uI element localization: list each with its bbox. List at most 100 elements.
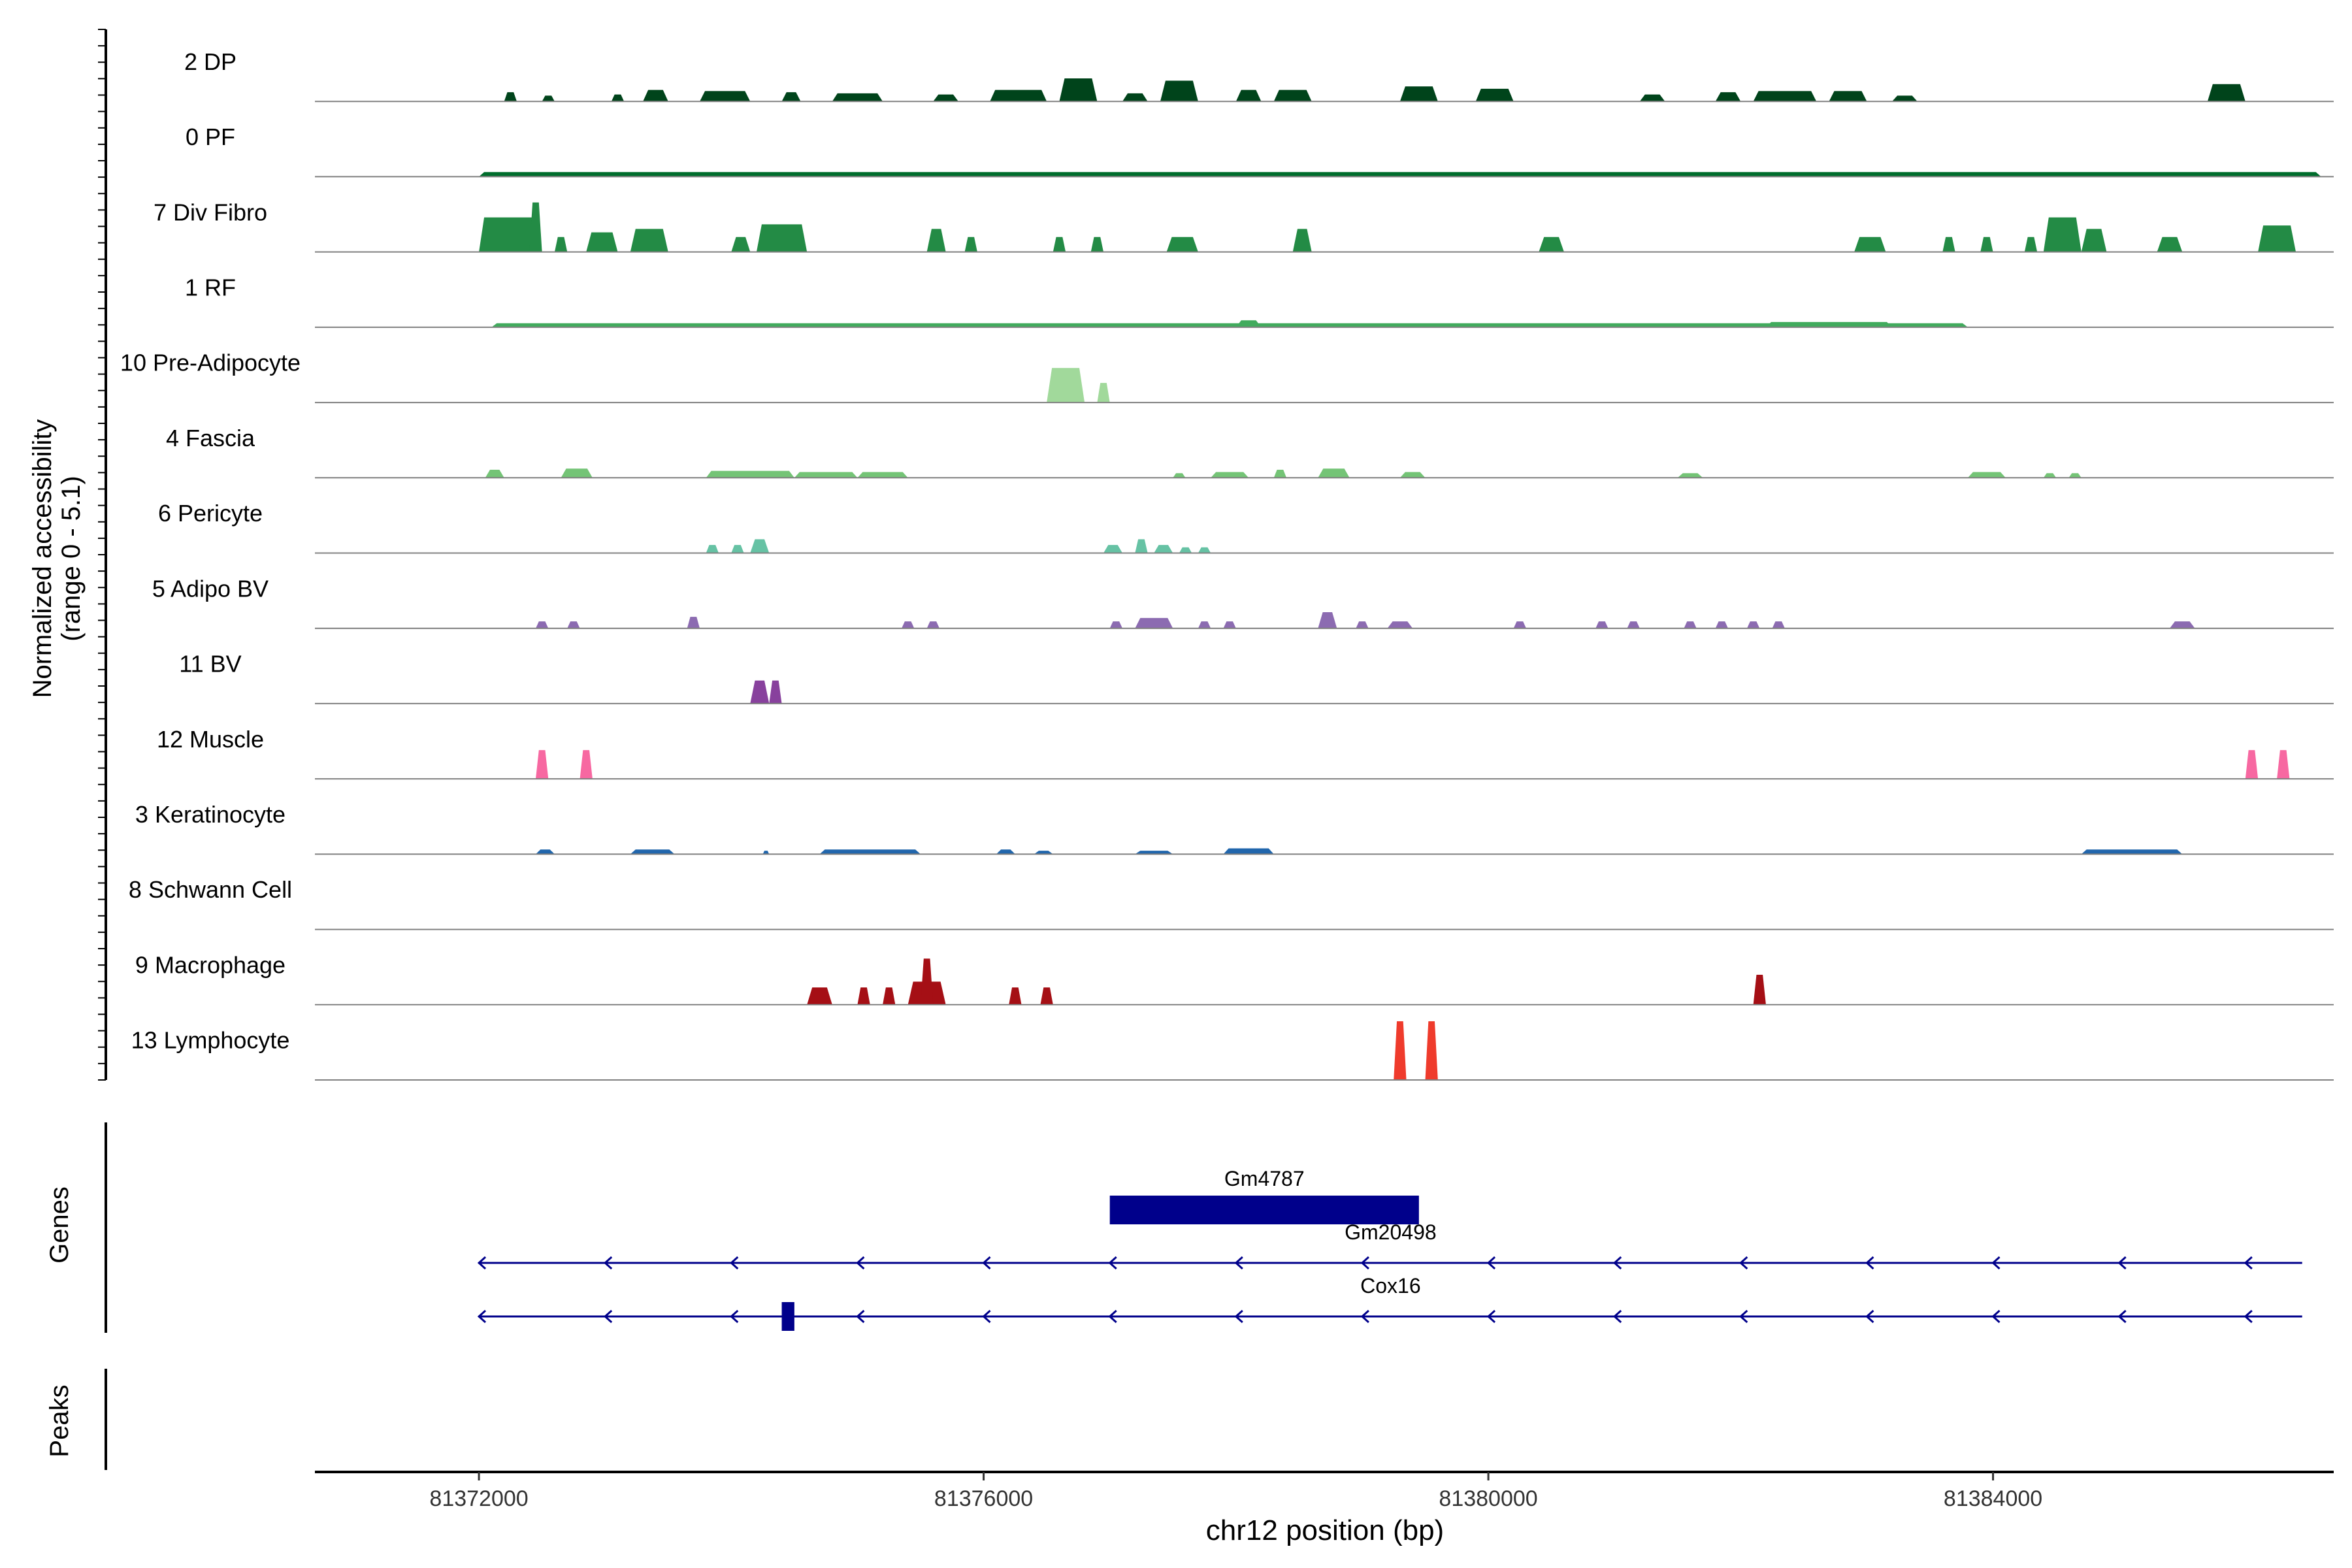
coverage-peak [611, 94, 625, 102]
x-tick-label: 81372000 [429, 1486, 528, 1511]
track-0-pf: 0 PF [186, 123, 2334, 178]
strand-arrow [477, 1256, 487, 1270]
coverage-peak [1829, 91, 1867, 102]
coverage-peak [580, 750, 593, 779]
strand-arrow [1865, 1309, 1874, 1324]
x-tick-label: 81380000 [1439, 1486, 1537, 1511]
coverage-peak [819, 849, 921, 855]
strand-arrow [856, 1256, 865, 1270]
track-8-schwann-cell: 8 Schwann Cell [129, 876, 2334, 930]
coverage-peak [687, 617, 700, 629]
coverage-peak [1318, 468, 1350, 478]
gene-label: Gm20498 [1345, 1220, 1437, 1244]
coverage-peak [731, 545, 744, 553]
coverage-peak [1009, 987, 1022, 1005]
track-10-pre-adipocyte: 10 Pre-Adipocyte [120, 350, 2334, 404]
strand-arrow [603, 1256, 613, 1270]
track-label: 11 BV [179, 651, 241, 678]
coverage-peak [1753, 974, 1766, 1005]
genes-track-label: Genes [45, 1186, 74, 1264]
gene-label: Cox16 [1360, 1274, 1421, 1298]
coverage-peak [1235, 320, 1262, 327]
coverage-peak [479, 172, 2321, 177]
gene-body [1109, 1196, 1419, 1224]
coverage-peak [1715, 92, 1741, 102]
coverage-peak [1892, 95, 1918, 102]
coverage-peak [1425, 1021, 1438, 1080]
y-axis-title-line2: (range 0 - 5.1) [57, 476, 86, 641]
strand-arrow [2117, 1256, 2127, 1270]
strand-arrow [856, 1309, 865, 1324]
coverage-peak [807, 987, 832, 1005]
coverage-peak [2245, 750, 2259, 779]
coverage-peak [1715, 621, 1728, 629]
strand-arrow [1234, 1256, 1243, 1270]
track-9-macrophage: 9 Macrophage [135, 951, 2334, 1005]
strand-arrow [1108, 1256, 1117, 1270]
coverage-peak [1394, 1021, 1407, 1080]
coverage-peak [1318, 612, 1337, 629]
coverage-peak [1356, 621, 1369, 629]
coverage-peak [1198, 621, 1211, 629]
coverage-peak [1211, 472, 1249, 478]
track-3-keratinocyte: 3 Keratinocyte [135, 801, 2334, 855]
strand-arrow [1108, 1309, 1117, 1324]
track-label: 5 Adipo BV [152, 575, 269, 602]
coverage-peak [1399, 472, 1426, 478]
coverage-peak [554, 237, 568, 252]
strand-arrow [1234, 1309, 1243, 1324]
coverage-peak [1109, 621, 1122, 629]
coverage-peak [1103, 545, 1122, 553]
track-label: 8 Schwann Cell [129, 876, 292, 903]
strand-arrow [730, 1256, 739, 1270]
coverage-peak [529, 202, 542, 252]
strand-arrow [2244, 1256, 2253, 1270]
coverage-peak [2068, 473, 2082, 478]
coverage-peak [883, 987, 896, 1005]
coverage-peak [933, 94, 958, 102]
coverage-peak [1854, 237, 1886, 252]
track-2-dp: 2 DP [184, 48, 2334, 103]
coverage-peak [1273, 90, 1312, 102]
coverage-peak [2157, 237, 2183, 252]
coverage-peak [706, 470, 794, 478]
coverage-peak [1179, 547, 1192, 553]
strand-arrow [1612, 1256, 1622, 1270]
coverage-peak [1980, 237, 1993, 252]
coverage-peak [2024, 237, 2038, 252]
x-tick-label: 81376000 [934, 1486, 1033, 1511]
peaks-track-label: Peaks [45, 1384, 74, 1457]
track-label: 9 Macrophage [135, 951, 286, 978]
track-11-bv: 11 BV [179, 651, 2334, 704]
track-label: 2 DP [184, 48, 237, 75]
strand-arrow [1991, 1309, 2001, 1324]
track-label: 7 Div Fibro [154, 199, 267, 225]
coverage-peak [1173, 473, 1186, 478]
coverage-peak [1040, 987, 1053, 1005]
coverage-peak [1942, 237, 1955, 252]
coverage-peak [2081, 229, 2107, 252]
coverage-peak [1135, 617, 1173, 629]
coverage-peak [2169, 621, 2195, 629]
coverage-peak [643, 90, 668, 102]
strand-arrow [1612, 1309, 1622, 1324]
track-label: 1 RF [185, 274, 236, 301]
coverage-peak [1198, 547, 1211, 553]
coverage-peak [857, 987, 870, 1005]
x-tick-label: 81384000 [1944, 1486, 2042, 1511]
coverage-peak [1292, 229, 1312, 252]
coverage-peak [1097, 383, 1110, 403]
coverage-peak [921, 958, 934, 1005]
coverage-peak [1223, 621, 1236, 629]
coverage-peak [1053, 237, 1066, 252]
coverage-peak [1765, 321, 1893, 327]
coverage-peak [567, 621, 580, 629]
coverage-peak [1387, 621, 1413, 629]
coverage-peak [1273, 469, 1287, 478]
coverage-peak [781, 92, 801, 102]
coverage-peak [1135, 539, 1148, 553]
coverage-peak [706, 545, 719, 553]
coverage-peak [1235, 90, 1262, 102]
gene-gm20498: Gm20498 [477, 1220, 2302, 1270]
